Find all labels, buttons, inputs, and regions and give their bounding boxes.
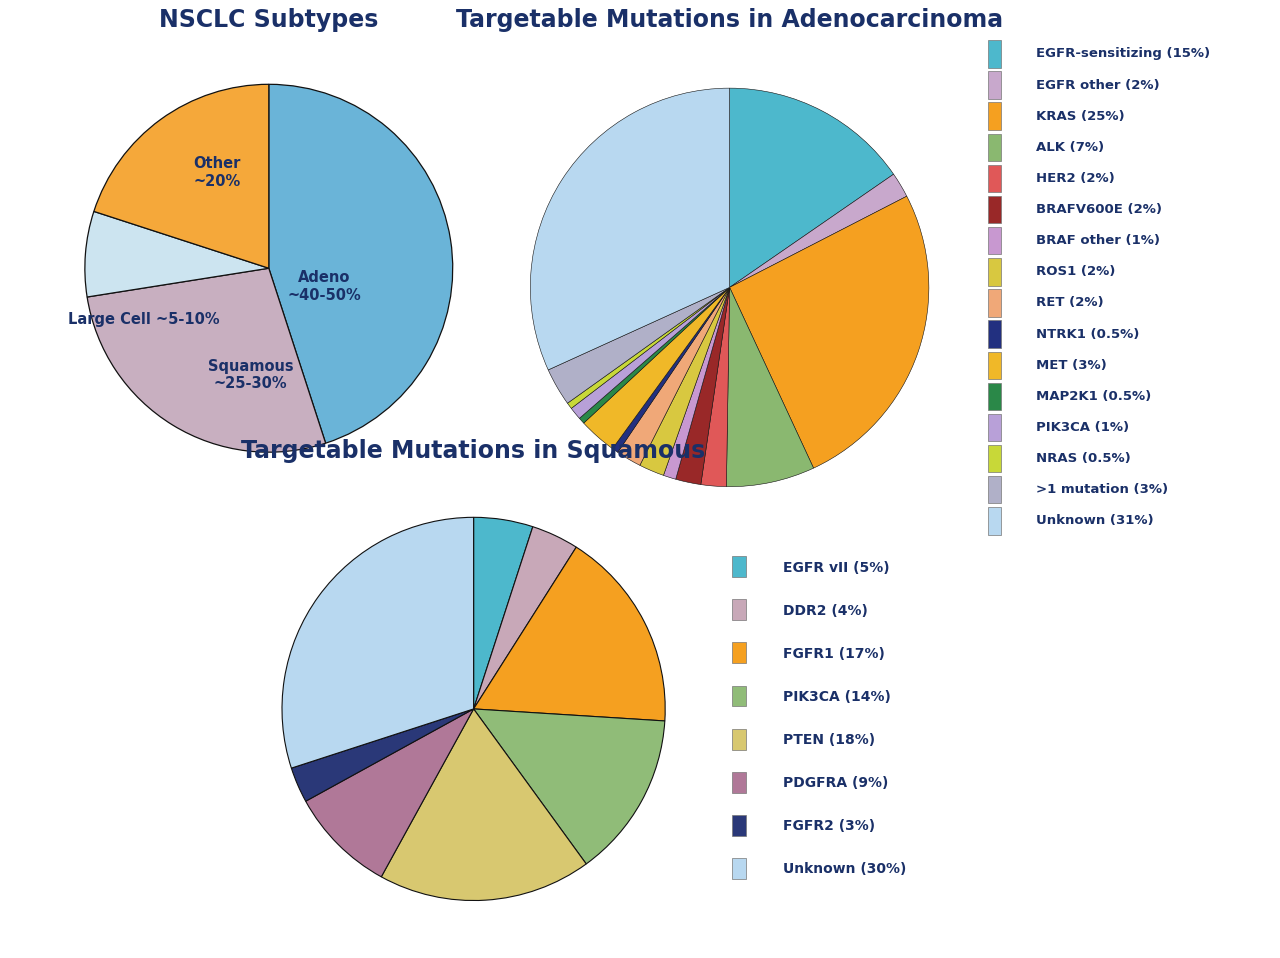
Text: Large Cell ~5-10%: Large Cell ~5-10% bbox=[68, 312, 220, 328]
Wedge shape bbox=[618, 287, 730, 466]
Wedge shape bbox=[676, 287, 730, 485]
FancyBboxPatch shape bbox=[732, 772, 746, 792]
FancyBboxPatch shape bbox=[988, 414, 1001, 442]
Text: NRAS (0.5%): NRAS (0.5%) bbox=[1037, 452, 1132, 466]
FancyBboxPatch shape bbox=[988, 103, 1001, 130]
Wedge shape bbox=[548, 287, 730, 403]
Text: Squamous
~25-30%: Squamous ~25-30% bbox=[207, 358, 293, 391]
FancyBboxPatch shape bbox=[732, 815, 746, 835]
Text: MAP2K1 (0.5%): MAP2K1 (0.5%) bbox=[1037, 390, 1152, 403]
FancyBboxPatch shape bbox=[732, 729, 746, 749]
FancyBboxPatch shape bbox=[988, 352, 1001, 379]
Wedge shape bbox=[474, 517, 532, 709]
FancyBboxPatch shape bbox=[988, 476, 1001, 504]
Text: Adeno
~40-50%: Adeno ~40-50% bbox=[287, 270, 361, 303]
Wedge shape bbox=[84, 212, 269, 297]
Text: NTRK1 (0.5%): NTRK1 (0.5%) bbox=[1037, 328, 1139, 341]
Title: NSCLC Subtypes: NSCLC Subtypes bbox=[159, 9, 379, 33]
Wedge shape bbox=[726, 287, 814, 487]
FancyBboxPatch shape bbox=[988, 382, 1001, 410]
Title: Targetable Mutations in Squamous: Targetable Mutations in Squamous bbox=[242, 440, 705, 464]
Text: HER2 (2%): HER2 (2%) bbox=[1037, 171, 1115, 185]
Text: EGFR other (2%): EGFR other (2%) bbox=[1037, 79, 1160, 92]
Text: FGFR1 (17%): FGFR1 (17%) bbox=[783, 647, 884, 661]
Wedge shape bbox=[571, 287, 730, 419]
Text: BRAF other (1%): BRAF other (1%) bbox=[1037, 234, 1160, 247]
FancyBboxPatch shape bbox=[732, 858, 746, 878]
Wedge shape bbox=[701, 287, 730, 487]
Wedge shape bbox=[584, 287, 730, 448]
Wedge shape bbox=[292, 709, 474, 801]
Wedge shape bbox=[306, 709, 474, 877]
Wedge shape bbox=[93, 84, 269, 268]
FancyBboxPatch shape bbox=[732, 557, 746, 577]
FancyBboxPatch shape bbox=[988, 133, 1001, 161]
Wedge shape bbox=[730, 88, 893, 287]
Text: PDGFRA (9%): PDGFRA (9%) bbox=[783, 776, 888, 790]
FancyBboxPatch shape bbox=[988, 71, 1001, 99]
Wedge shape bbox=[580, 287, 730, 423]
Text: KRAS (25%): KRAS (25%) bbox=[1037, 109, 1125, 123]
FancyBboxPatch shape bbox=[988, 227, 1001, 255]
FancyBboxPatch shape bbox=[988, 507, 1001, 535]
Text: Other
~20%: Other ~20% bbox=[193, 156, 241, 189]
Wedge shape bbox=[474, 709, 664, 864]
Text: MET (3%): MET (3%) bbox=[1037, 358, 1107, 372]
Wedge shape bbox=[730, 174, 906, 287]
FancyBboxPatch shape bbox=[988, 289, 1001, 317]
FancyBboxPatch shape bbox=[988, 258, 1001, 285]
Wedge shape bbox=[730, 196, 929, 468]
Wedge shape bbox=[530, 88, 730, 370]
Wedge shape bbox=[282, 517, 474, 768]
Text: BRAFV600E (2%): BRAFV600E (2%) bbox=[1037, 203, 1162, 217]
Text: RET (2%): RET (2%) bbox=[1037, 296, 1103, 309]
FancyBboxPatch shape bbox=[732, 686, 746, 706]
FancyBboxPatch shape bbox=[988, 320, 1001, 348]
Text: PTEN (18%): PTEN (18%) bbox=[783, 733, 876, 747]
FancyBboxPatch shape bbox=[732, 600, 746, 620]
Text: PIK3CA (1%): PIK3CA (1%) bbox=[1037, 421, 1129, 434]
Wedge shape bbox=[663, 287, 730, 479]
Text: ROS1 (2%): ROS1 (2%) bbox=[1037, 265, 1116, 279]
Wedge shape bbox=[381, 709, 586, 901]
FancyBboxPatch shape bbox=[988, 195, 1001, 223]
FancyBboxPatch shape bbox=[988, 165, 1001, 193]
FancyBboxPatch shape bbox=[732, 643, 746, 663]
Text: FGFR2 (3%): FGFR2 (3%) bbox=[783, 819, 876, 833]
Text: Unknown (31%): Unknown (31%) bbox=[1037, 514, 1153, 528]
Text: EGFR-sensitizing (15%): EGFR-sensitizing (15%) bbox=[1037, 47, 1211, 60]
Text: DDR2 (4%): DDR2 (4%) bbox=[783, 604, 868, 618]
Wedge shape bbox=[269, 84, 453, 444]
Text: EGFR vII (5%): EGFR vII (5%) bbox=[783, 560, 890, 575]
FancyBboxPatch shape bbox=[988, 445, 1001, 472]
Wedge shape bbox=[612, 287, 730, 452]
Text: ALK (7%): ALK (7%) bbox=[1037, 141, 1105, 154]
Text: PIK3CA (14%): PIK3CA (14%) bbox=[783, 690, 891, 704]
Text: Unknown (30%): Unknown (30%) bbox=[783, 862, 906, 877]
Wedge shape bbox=[567, 287, 730, 408]
Text: >1 mutation (3%): >1 mutation (3%) bbox=[1037, 483, 1169, 496]
FancyBboxPatch shape bbox=[988, 40, 1001, 68]
Wedge shape bbox=[474, 547, 666, 721]
Wedge shape bbox=[87, 268, 325, 452]
Wedge shape bbox=[640, 287, 730, 475]
Wedge shape bbox=[474, 527, 576, 709]
Title: Targetable Mutations in Adenocarcinoma: Targetable Mutations in Adenocarcinoma bbox=[456, 9, 1004, 33]
